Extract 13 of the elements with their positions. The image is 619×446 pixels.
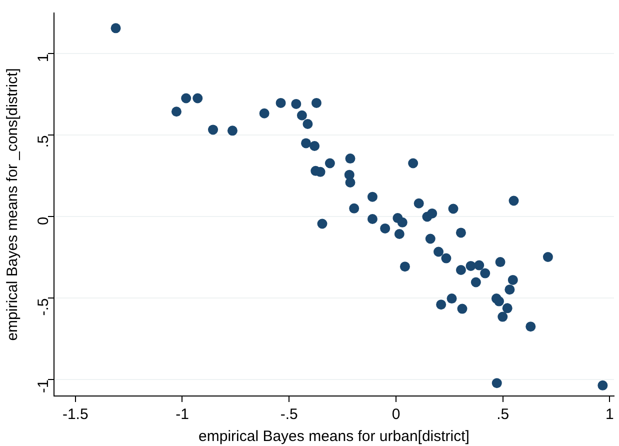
y-tick-label: 0: [35, 216, 52, 226]
x-tick-label: -1.5: [62, 406, 88, 424]
y-tick-label: -1: [35, 380, 52, 394]
x-tick-label: 1: [606, 406, 614, 424]
x-tick-label: 0: [392, 406, 400, 424]
y-tick-label: -.5: [35, 298, 52, 316]
y-tick-label: 1: [35, 54, 52, 62]
x-tick-label: -1: [176, 406, 189, 424]
x-tick-label: .5: [496, 406, 510, 424]
y-tick-label: .5: [35, 135, 52, 148]
y-axis-title: empirical Bayes means for _cons[district]: [4, 68, 22, 341]
x-axis-title: empirical Bayes means for urban[district]: [198, 428, 470, 446]
x-tick-label: -.5: [280, 406, 298, 424]
